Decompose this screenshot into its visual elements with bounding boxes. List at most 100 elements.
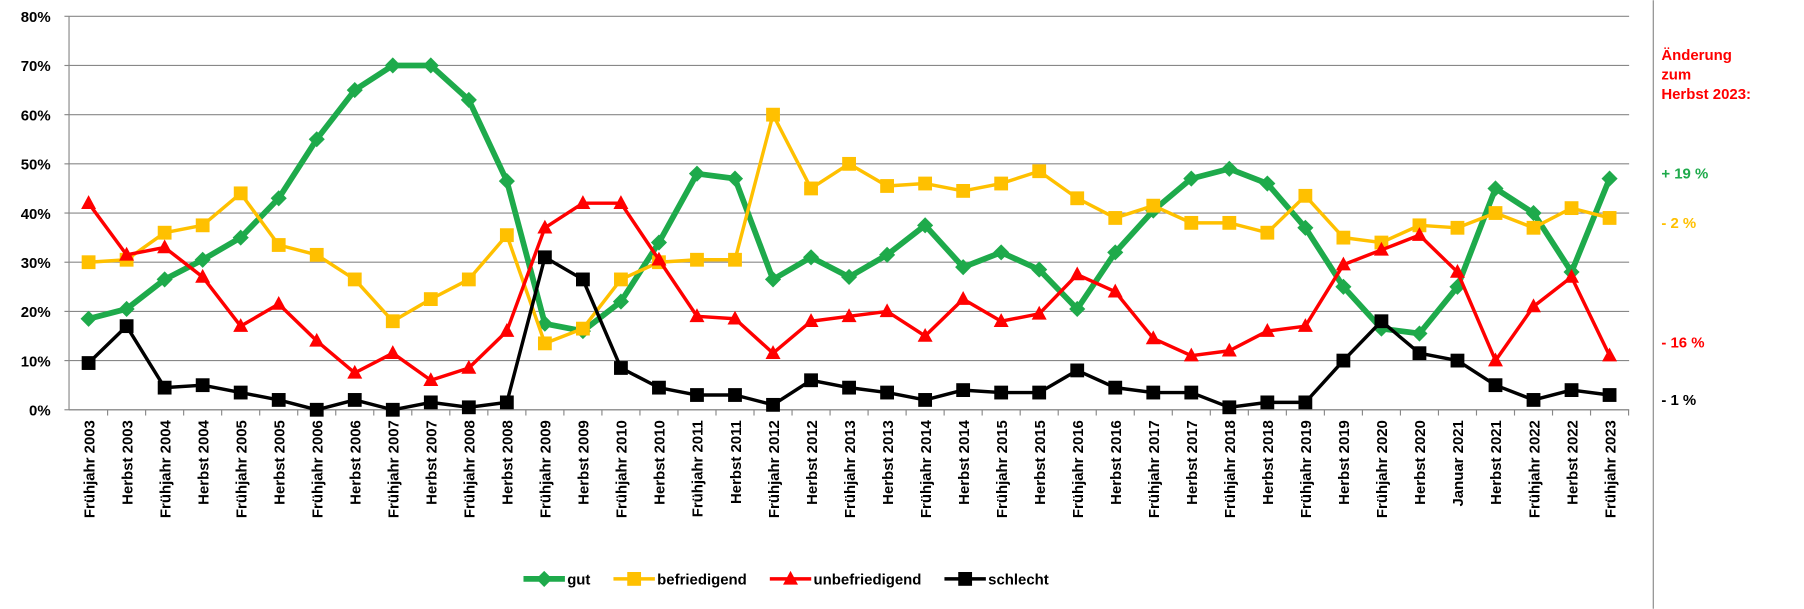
marker <box>918 393 933 407</box>
marker <box>689 308 705 323</box>
marker <box>1487 180 1504 197</box>
marker <box>1032 164 1047 179</box>
marker <box>1108 211 1123 225</box>
annotation-title: Änderung <box>1661 47 1732 64</box>
marker <box>384 57 401 74</box>
marker <box>1260 225 1275 240</box>
marker <box>1297 318 1313 332</box>
marker <box>346 82 363 99</box>
marker <box>1222 400 1237 415</box>
marker <box>460 91 477 108</box>
x-tick-label: Herbst 2012 <box>804 420 821 505</box>
marker <box>1373 241 1389 256</box>
marker <box>309 402 324 417</box>
marker <box>271 393 286 407</box>
x-tick-label: Herbst 2015 <box>1032 420 1049 505</box>
series-line <box>87 62 1613 337</box>
marker <box>1602 388 1617 402</box>
marker <box>993 313 1009 327</box>
x-tick-label: Frühjahr 2015 <box>994 420 1011 518</box>
annotation: - 1 % <box>1661 392 1696 409</box>
marker <box>385 314 400 329</box>
marker <box>1374 314 1389 329</box>
marker <box>1526 393 1541 407</box>
x-tick-label: Frühjahr 2009 <box>538 420 555 518</box>
marker <box>195 378 210 393</box>
marker <box>194 251 211 268</box>
marker <box>423 372 439 387</box>
marker <box>765 345 781 359</box>
marker <box>347 364 363 379</box>
marker <box>1107 283 1123 298</box>
marker <box>347 272 362 287</box>
marker <box>536 570 553 587</box>
marker <box>1222 215 1237 230</box>
marker <box>1184 385 1199 400</box>
x-tick-label: Herbst 2021 <box>1488 420 1505 505</box>
marker <box>880 385 895 400</box>
marker <box>1221 160 1238 177</box>
marker <box>119 246 135 261</box>
marker <box>423 292 438 307</box>
marker <box>1260 395 1275 410</box>
marker <box>1070 363 1085 378</box>
marker <box>994 385 1009 400</box>
marker <box>1336 230 1351 245</box>
marker <box>1031 261 1048 278</box>
marker <box>613 195 629 209</box>
marker <box>994 176 1009 191</box>
marker <box>1564 383 1579 398</box>
marker <box>1525 204 1542 222</box>
x-tick-label: Herbst 2003 <box>119 420 136 505</box>
marker <box>80 310 97 327</box>
x-tick-label: Herbst 2014 <box>956 419 973 504</box>
marker <box>1070 191 1085 206</box>
marker <box>1298 188 1313 203</box>
marker <box>576 321 590 336</box>
marker <box>308 131 325 148</box>
marker <box>1336 353 1351 368</box>
x-tick-label: Frühjahr 2005 <box>233 420 250 518</box>
series-line <box>87 201 1612 382</box>
marker <box>842 156 856 171</box>
marker <box>1221 342 1237 357</box>
marker <box>499 395 514 410</box>
marker <box>1526 220 1541 235</box>
x-tick-label: Herbst 2009 <box>576 420 593 505</box>
marker <box>1183 347 1199 362</box>
marker <box>766 107 780 122</box>
x-tick-label: Herbst 2017 <box>1184 420 1201 505</box>
marker <box>726 170 744 187</box>
marker <box>1146 385 1161 400</box>
marker <box>157 225 172 240</box>
annotation: + 19 % <box>1661 166 1708 183</box>
marker <box>422 57 439 74</box>
y-tick-label: 80% <box>21 9 51 26</box>
x-tick-label: Frühjahr 2007 <box>386 420 403 518</box>
marker <box>766 397 780 412</box>
marker <box>157 380 172 395</box>
x-tick-label: Herbst 2006 <box>348 420 365 505</box>
marker <box>537 250 552 265</box>
y-tick-label: 0% <box>29 403 51 420</box>
x-tick-label: Frühjahr 2017 <box>1146 420 1163 518</box>
marker <box>1183 170 1200 187</box>
marker <box>1564 268 1580 283</box>
marker <box>651 251 667 266</box>
y-tick-label: 50% <box>21 157 51 174</box>
marker <box>195 218 210 233</box>
marker <box>1411 227 1427 241</box>
marker <box>233 318 249 332</box>
marker <box>783 570 799 585</box>
x-tick-label: Frühjahr 2010 <box>614 420 631 518</box>
y-tick-label: 40% <box>21 206 51 223</box>
marker <box>1146 198 1161 213</box>
marker <box>537 336 552 351</box>
marker <box>1335 256 1351 271</box>
marker <box>728 388 742 402</box>
marker <box>1488 352 1503 367</box>
x-tick-label: Herbst 2007 <box>424 420 441 505</box>
marker <box>690 252 704 267</box>
marker <box>879 303 895 318</box>
x-tick-label: Frühjahr 2011 <box>690 420 707 517</box>
